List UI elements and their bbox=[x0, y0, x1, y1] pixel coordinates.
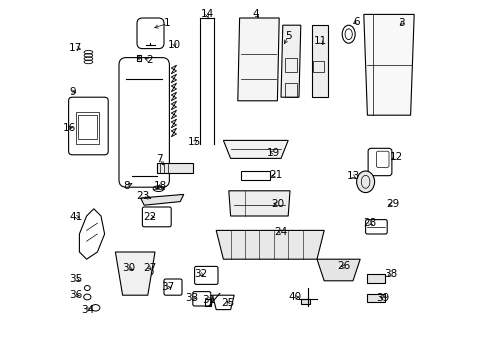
Bar bbox=[242, 171, 270, 180]
Text: 6: 6 bbox=[353, 17, 360, 27]
Bar bbox=[285, 83, 297, 97]
Text: 18: 18 bbox=[154, 181, 167, 191]
Polygon shape bbox=[171, 65, 176, 74]
Polygon shape bbox=[223, 140, 288, 158]
Text: 24: 24 bbox=[274, 227, 288, 237]
Text: 2: 2 bbox=[147, 55, 153, 65]
Text: 30: 30 bbox=[122, 263, 136, 273]
Polygon shape bbox=[171, 92, 176, 101]
Ellipse shape bbox=[357, 171, 374, 193]
Bar bbox=[314, 61, 324, 72]
Text: 3: 3 bbox=[398, 18, 405, 28]
Text: 41: 41 bbox=[69, 212, 82, 222]
Polygon shape bbox=[364, 14, 414, 115]
Polygon shape bbox=[141, 194, 184, 205]
Bar bbox=[205, 299, 211, 306]
Text: 7: 7 bbox=[156, 154, 163, 164]
Text: 13: 13 bbox=[346, 171, 360, 181]
Bar bbox=[77, 115, 98, 139]
Text: 11: 11 bbox=[314, 36, 327, 46]
Text: 38: 38 bbox=[384, 269, 397, 279]
Polygon shape bbox=[281, 25, 301, 97]
Text: 34: 34 bbox=[81, 305, 94, 315]
Polygon shape bbox=[171, 101, 176, 110]
Bar bbox=[301, 299, 310, 304]
Text: 23: 23 bbox=[136, 191, 149, 201]
Text: 12: 12 bbox=[390, 152, 403, 162]
Text: 20: 20 bbox=[271, 199, 284, 209]
Polygon shape bbox=[171, 110, 176, 119]
Text: 35: 35 bbox=[69, 274, 82, 284]
Polygon shape bbox=[116, 252, 155, 295]
Polygon shape bbox=[216, 230, 324, 259]
Text: 8: 8 bbox=[123, 181, 130, 191]
Text: 15: 15 bbox=[188, 137, 201, 147]
Polygon shape bbox=[171, 83, 176, 92]
Polygon shape bbox=[171, 74, 176, 83]
Text: 28: 28 bbox=[364, 218, 377, 228]
Text: 19: 19 bbox=[267, 148, 280, 158]
Bar bbox=[368, 294, 386, 302]
Text: 21: 21 bbox=[269, 170, 282, 180]
Text: 22: 22 bbox=[143, 212, 156, 222]
Bar bbox=[157, 163, 193, 173]
Text: 1: 1 bbox=[164, 18, 171, 28]
Text: 10: 10 bbox=[168, 40, 181, 50]
Polygon shape bbox=[312, 25, 328, 97]
Text: 9: 9 bbox=[70, 87, 76, 97]
Bar bbox=[76, 112, 99, 144]
Text: 14: 14 bbox=[200, 9, 214, 19]
Text: 32: 32 bbox=[195, 269, 208, 279]
Text: 33: 33 bbox=[185, 293, 199, 303]
Text: 39: 39 bbox=[376, 293, 389, 303]
Text: 4: 4 bbox=[252, 9, 259, 19]
Polygon shape bbox=[171, 119, 176, 128]
Polygon shape bbox=[229, 191, 290, 216]
Bar bbox=[368, 274, 386, 283]
Text: 37: 37 bbox=[161, 282, 174, 292]
Text: 31: 31 bbox=[202, 294, 216, 305]
Bar bbox=[137, 55, 141, 61]
Text: 16: 16 bbox=[63, 123, 76, 133]
Polygon shape bbox=[238, 18, 279, 101]
Text: 17: 17 bbox=[69, 42, 82, 53]
Text: 5: 5 bbox=[285, 31, 292, 41]
Text: 26: 26 bbox=[338, 261, 351, 271]
Text: 25: 25 bbox=[221, 298, 235, 308]
Text: 36: 36 bbox=[69, 290, 82, 300]
Text: 29: 29 bbox=[386, 199, 399, 209]
Polygon shape bbox=[317, 259, 360, 281]
Bar bbox=[285, 58, 297, 72]
Polygon shape bbox=[171, 128, 176, 137]
Text: 40: 40 bbox=[288, 292, 301, 302]
Text: 27: 27 bbox=[143, 263, 156, 273]
